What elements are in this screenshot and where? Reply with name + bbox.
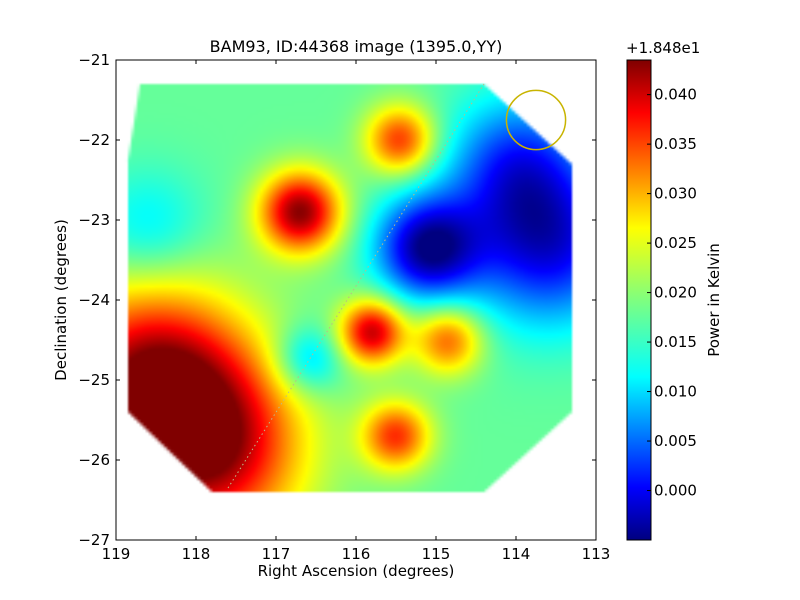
y-tick-label: −22 (78, 131, 110, 149)
y-axis-ticks: −21 −22 −23 −24 −25 −26 −27 (78, 51, 596, 549)
y-tick-label: −23 (78, 211, 110, 229)
y-tick-label: −25 (78, 371, 110, 389)
plot-area (115, 59, 597, 541)
colorbar: 0.000 0.005 0.010 0.015 0.020 0.025 0.030 0.035… (626, 39, 723, 541)
y-tick-label: −21 (78, 51, 110, 69)
colorbar-tick-label: 0.040 (654, 86, 697, 104)
y-tick-label: −26 (78, 451, 110, 469)
y-tick-label: −24 (78, 291, 110, 309)
colorbar-offset-label: +1.848e1 (626, 39, 700, 57)
colorbar-tick-label: 0.010 (654, 383, 697, 401)
colorbar-tick-label: 0.035 (654, 135, 697, 153)
dotted-diagonal-line (227, 83, 485, 489)
colorbar-gradient (626, 59, 652, 541)
x-axis-ticks: 119 118 117 116 115 114 113 (102, 60, 611, 563)
x-tick-label: 117 (262, 545, 291, 563)
colorbar-tick-label: 0.015 (654, 333, 697, 351)
chart-title: BAM93, ID:44368 image (1395.0,YY) (210, 37, 503, 56)
y-tick-label: −27 (78, 531, 110, 549)
colorbar-tick-label: 0.030 (654, 185, 697, 203)
colorbar-tick-label: 0.025 (654, 234, 697, 252)
x-axis-label: Right Ascension (degrees) (258, 562, 455, 580)
x-tick-label: 119 (102, 545, 131, 563)
beam-circle (505, 89, 567, 151)
colorbar-label: Power in Kelvin (705, 243, 723, 357)
x-tick-label: 116 (342, 545, 371, 563)
x-tick-label: 113 (582, 545, 611, 563)
y-axis-label: Declination (degrees) (52, 219, 70, 381)
colorbar-tick-label: 0.005 (654, 432, 697, 450)
colorbar-ticks: 0.000 0.005 0.010 0.015 0.020 0.025 0.030 0.035… (647, 86, 697, 500)
heatmap-image (116, 60, 596, 540)
x-tick-label: 115 (422, 545, 451, 563)
x-tick-label: 114 (502, 545, 531, 563)
x-tick-label: 118 (182, 545, 211, 563)
colorbar-tick-label: 0.020 (654, 284, 697, 302)
colorbar-tick-label: 0.000 (654, 482, 697, 500)
